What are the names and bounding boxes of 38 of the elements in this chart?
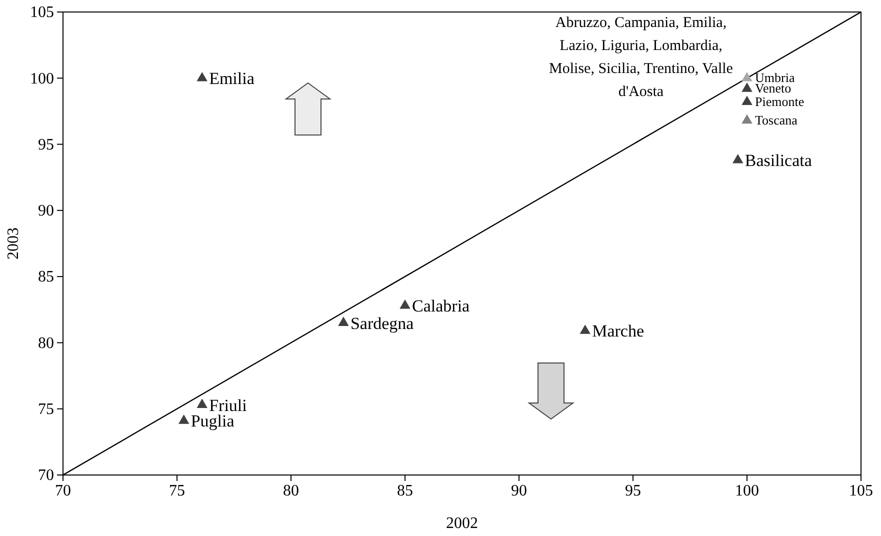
point	[742, 96, 752, 106]
x-tick-label: 100	[735, 482, 759, 500]
point	[742, 72, 752, 82]
y-tick-label: 80	[38, 334, 54, 352]
x-tick-label: 75	[169, 482, 185, 500]
y-tick-label: 100	[30, 70, 54, 88]
series-label: Marche	[592, 322, 644, 341]
y-tick-label: 105	[30, 4, 54, 22]
x-tick-label: 85	[397, 482, 413, 500]
x-tick-label: 80	[283, 482, 299, 500]
point	[742, 82, 752, 92]
point	[196, 72, 208, 82]
y-tick-label: 70	[38, 467, 54, 484]
point	[196, 398, 208, 408]
y-tick-label: 95	[38, 136, 54, 154]
series-label: Piemonte	[755, 94, 804, 109]
point	[400, 299, 410, 309]
point	[742, 114, 752, 124]
x-tick-label: 90	[511, 482, 527, 500]
point	[732, 154, 744, 164]
x-tick-label: 70	[55, 482, 71, 500]
y-axis-title: 2003	[5, 228, 22, 260]
series-label: Calabria	[412, 296, 470, 316]
point	[580, 324, 590, 334]
y-tick-label: 75	[38, 400, 54, 418]
annotation: Abruzzo, Campania, Emilia, Lazio, Liguria, Lombardia, Molise, Sicilia, Trentino, Valle d'Aosta	[549, 15, 734, 100]
series-label: Toscana	[755, 112, 798, 128]
series-label: Basilicata	[744, 151, 812, 170]
y-tick-label: 85	[38, 268, 54, 286]
series-label: Emilia	[209, 69, 255, 88]
point	[178, 414, 190, 424]
x-tick-label: 95	[625, 482, 641, 500]
x-tick-label: 105	[849, 482, 873, 500]
point	[338, 316, 349, 326]
y-tick-label: 90	[38, 202, 54, 220]
series-label: Sardegna	[350, 314, 414, 333]
x-axis-title: 2002	[446, 515, 478, 532]
series-label: Umbria	[755, 70, 795, 86]
